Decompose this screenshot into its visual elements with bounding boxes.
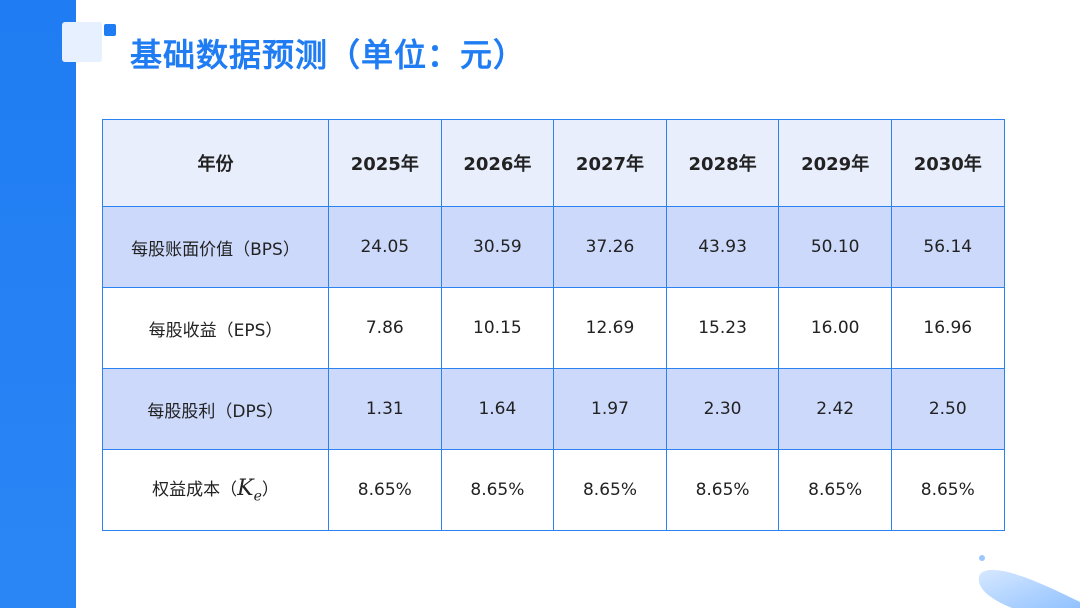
table-cell: 12.69 [553,287,667,369]
table-cell: 2.42 [778,368,892,450]
table-cell: 8.65% [328,449,442,531]
ke-symbol: Ke [237,476,262,504]
table-cell: 8.65% [440,449,555,531]
table-cell: 1.31 [328,368,442,450]
ke-symbol-letter: K [237,476,254,502]
table-cell: 8.65% [665,449,780,531]
table-cell: 16.00 [778,287,892,369]
table-cell: 15.23 [665,287,780,369]
table-cell: 24.05 [328,206,442,288]
table-cell: 30.59 [440,206,555,288]
decorative-square-blue [104,24,116,36]
table-cell: 10.15 [440,287,555,369]
header-cell-2029: 2029年 [778,119,892,207]
table-row-bps: 每股账面价值（BPS） 24.05 30.59 37.26 43.93 50.1… [102,206,1005,288]
table-row-dps: 每股股利（DPS） 1.31 1.64 1.97 2.30 2.42 2.50 [102,368,1005,450]
decorative-square-light [62,22,102,62]
decorative-swoosh [978,555,1080,608]
table-cell: 50.10 [778,206,892,288]
table-cell: 37.26 [553,206,667,288]
table-cell: 1.64 [440,368,555,450]
table-cell: 56.14 [890,206,1005,288]
table-cell: 2.30 [665,368,780,450]
table-row-cost-of-equity: 权益成本（Ke） 8.65% 8.65% 8.65% 8.65% 8.65% 8… [102,449,1005,531]
ke-symbol-subscript: e [253,488,262,505]
table-cell: 8.65% [553,449,667,531]
header-cell-2026: 2026年 [440,119,555,207]
table-cell: 1.97 [553,368,667,450]
header-cell-2030: 2030年 [890,119,1005,207]
table-cell: 7.86 [328,287,442,369]
table-cell: 8.65% [778,449,892,531]
header-cell-year-label: 年份 [102,119,329,207]
page-title: 基础数据预测（单位：元） [130,36,527,74]
left-accent-bar [0,0,76,608]
row-label-cost-of-equity: 权益成本（Ke） [102,449,329,531]
row-label-bps: 每股账面价值（BPS） [102,206,329,288]
table-row-eps: 每股收益（EPS） 7.86 10.15 12.69 15.23 16.00 1… [102,287,1005,369]
table-cell: 43.93 [665,206,780,288]
forecast-table: 年份 2025年 2026年 2027年 2028年 2029年 2030年 每… [102,119,1005,531]
table-cell: 16.96 [890,287,1005,369]
header-cell-2027: 2027年 [553,119,667,207]
row-label-suffix: ） [261,480,279,501]
row-label-prefix: 权益成本（ [152,480,238,501]
header-cell-2025: 2025年 [328,119,442,207]
table-cell: 8.65% [890,449,1005,531]
table-cell: 2.50 [890,368,1005,450]
row-label-dps: 每股股利（DPS） [102,368,329,450]
table-header-row: 年份 2025年 2026年 2027年 2028年 2029年 2030年 [102,119,1005,207]
row-label-eps: 每股收益（EPS） [102,287,329,369]
header-cell-2028: 2028年 [665,119,780,207]
